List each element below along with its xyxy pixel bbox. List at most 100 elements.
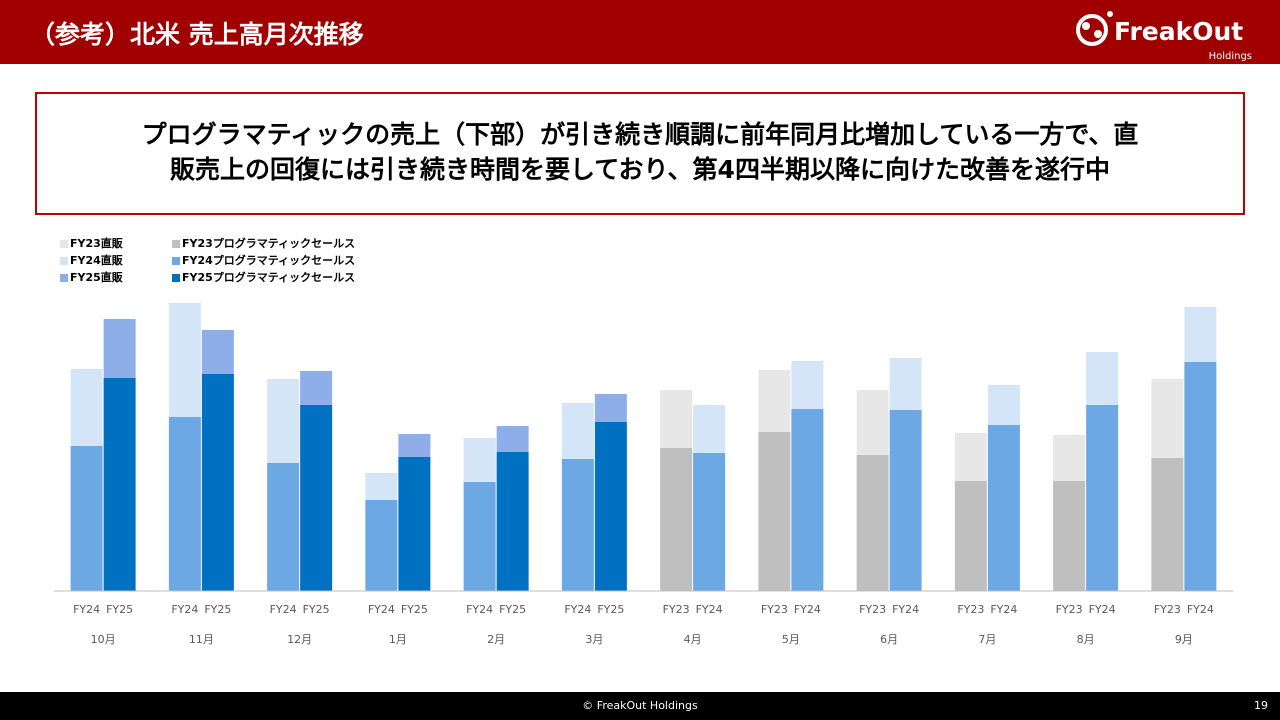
bar-segment: [856, 455, 889, 591]
bar-segment: [987, 385, 1020, 425]
legend-label: FY24直販: [70, 253, 124, 267]
bar-segment: [1184, 307, 1217, 362]
x-tick-label: 1月: [389, 633, 407, 646]
legend-swatch: [60, 240, 68, 248]
bar-segment: [660, 448, 693, 591]
bar-segment: [954, 433, 987, 481]
bar-segment: [398, 434, 431, 457]
legend-label: FY23直販: [70, 236, 124, 250]
bar-label: FY23: [1056, 603, 1083, 616]
bar-label: FY25: [499, 603, 526, 616]
x-tick-label: 9月: [1175, 633, 1193, 646]
legend-swatch: [172, 257, 180, 265]
legend-swatch: [60, 274, 68, 282]
bar-label: FY24: [270, 603, 297, 616]
bar-segment: [1053, 481, 1086, 591]
bar-label: FY24: [1089, 603, 1116, 616]
x-tick-label: 11月: [189, 633, 214, 646]
legend-swatch: [172, 274, 180, 282]
bar-label: FY24: [892, 603, 919, 616]
bar-segment: [1086, 405, 1119, 591]
bar-segment: [496, 426, 529, 452]
bar-label: FY24: [564, 603, 591, 616]
x-tick-label: 3月: [585, 633, 603, 646]
bar-segment: [758, 370, 791, 432]
bar-segment: [300, 405, 333, 591]
bar-segment: [103, 378, 136, 591]
legend-swatch: [172, 240, 180, 248]
logo-icon: [1076, 14, 1108, 46]
bar-segment: [168, 303, 201, 417]
bar-label: FY24: [368, 603, 395, 616]
bar-segment: [365, 473, 398, 500]
logo-sub: Holdings: [1209, 51, 1252, 62]
bar-segment: [201, 374, 234, 591]
bar-label: FY25: [401, 603, 428, 616]
bar-label: FY24: [696, 603, 723, 616]
header-bar: [0, 0, 1280, 64]
bar-segment: [594, 394, 627, 422]
bar-label: FY24: [990, 603, 1017, 616]
bar-label: FY24: [794, 603, 821, 616]
bar-label: FY23: [957, 603, 984, 616]
bar-segment: [201, 330, 234, 374]
bar-segment: [398, 457, 431, 591]
bar-segment: [496, 452, 529, 591]
bar-segment: [954, 481, 987, 591]
bar-label: FY23: [761, 603, 788, 616]
bar-label: FY24: [73, 603, 100, 616]
bar-segment: [168, 417, 201, 591]
bar-label: FY25: [597, 603, 624, 616]
bar-segment: [561, 403, 594, 459]
bar-label: FY23: [859, 603, 886, 616]
bar-segment: [1086, 352, 1119, 405]
bar-segment: [856, 390, 889, 455]
footer-bar: [0, 692, 1280, 720]
callout-box: [35, 92, 1245, 215]
bar-label: FY25: [204, 603, 231, 616]
x-tick-label: 7月: [978, 633, 996, 646]
bar-label: FY25: [106, 603, 133, 616]
copyright: © FreakOut Holdings: [582, 699, 698, 712]
bar-label: FY25: [303, 603, 330, 616]
x-tick-label: 6月: [880, 633, 898, 646]
slide-title: （参考）北米 売上高月次推移: [30, 20, 364, 49]
bar-segment: [365, 500, 398, 591]
bar-segment: [758, 432, 791, 591]
bar-segment: [463, 482, 496, 591]
logo-dot: [1107, 11, 1113, 17]
legend-label: FY25直販: [70, 270, 124, 284]
bar-segment: [1184, 362, 1217, 591]
legend-label: FY23プログラマティックセールス: [182, 236, 355, 250]
x-tick-label: 10月: [91, 633, 116, 646]
logo-dot: [1094, 30, 1102, 38]
legend-label: FY24プログラマティックセールス: [182, 253, 355, 267]
x-tick-label: 12月: [287, 633, 312, 646]
bar-segment: [987, 425, 1020, 591]
page-number: 19: [1254, 699, 1268, 712]
x-tick-label: 2月: [487, 633, 505, 646]
x-tick-label: 8月: [1077, 633, 1095, 646]
bar-segment: [1151, 458, 1184, 591]
bar-segment: [70, 446, 103, 591]
bar-segment: [267, 463, 300, 591]
bar-segment: [889, 358, 922, 410]
callout-line: 販売上の回復には引き続き時間を要しており、第4四半期以降に向けた改善を遂行中: [170, 155, 1110, 184]
bar-label: FY23: [663, 603, 690, 616]
bar-segment: [889, 410, 922, 591]
bar-segment: [1053, 435, 1086, 481]
bar-segment: [300, 371, 333, 405]
bar-segment: [693, 453, 726, 591]
logo-name: FreakOut: [1114, 17, 1243, 46]
bar-segment: [1151, 379, 1184, 458]
bar-segment: [103, 319, 136, 378]
bar-label: FY23: [1154, 603, 1181, 616]
bar-segment: [660, 390, 693, 448]
chart: FY23直販 FY24直販 FY25直販 FY23プログラマティックセールス FY24プ…: [54, 236, 1233, 646]
legend-label: FY25プログラマティックセールス: [182, 270, 355, 284]
bar-segment: [791, 409, 824, 591]
bar-label: FY24: [1187, 603, 1214, 616]
legend-swatch: [60, 257, 68, 265]
bar-segment: [693, 405, 726, 453]
